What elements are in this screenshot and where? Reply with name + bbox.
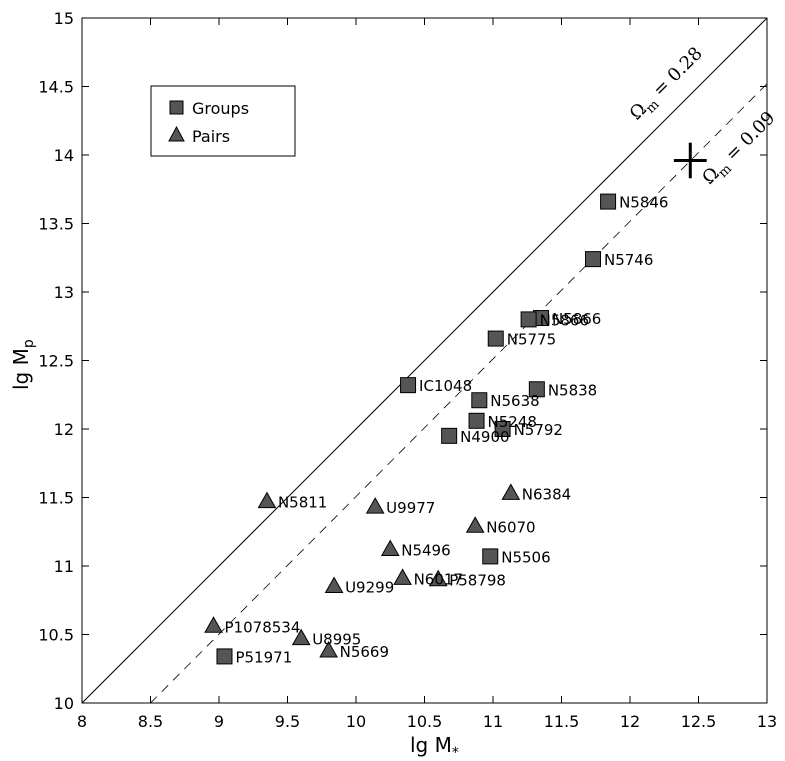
group-point (520, 311, 537, 328)
pair-point (365, 497, 385, 514)
x-tick-label: 9.5 (275, 712, 300, 731)
point-label: P1078534 (225, 618, 301, 636)
x-tick-label: 13 (757, 712, 777, 731)
pair-point (204, 616, 223, 633)
pair-point (291, 628, 311, 646)
legend-pairs-label: Pairs (192, 127, 230, 146)
y-tick-label: 12 (54, 420, 74, 439)
point-label: N5866 (552, 310, 601, 328)
legend-pairs-marker (168, 125, 185, 142)
group-point (400, 377, 417, 394)
group-point (487, 330, 504, 347)
pair-point (324, 576, 344, 594)
group-point (471, 392, 488, 409)
x-tick-label: 8 (77, 712, 87, 731)
pair-point (380, 539, 400, 557)
y-tick-label: 10 (54, 694, 74, 713)
y-tick-label: 14 (54, 146, 74, 165)
point-label: N5506 (501, 548, 550, 566)
pair-point (501, 483, 521, 500)
group-point (528, 381, 545, 398)
dashed-reference-line (150, 83, 767, 703)
point-label: N5846 (619, 194, 668, 212)
legend-box (150, 85, 296, 157)
group-point (468, 412, 485, 429)
group-point (482, 548, 499, 565)
point-label: U9299 (345, 579, 394, 597)
point-label: N6384 (522, 485, 571, 503)
x-tick-label: 10 (346, 712, 366, 731)
point-label: U8995 (312, 631, 361, 649)
point-label: N5866 (540, 311, 589, 329)
y-tick-label: 11.5 (38, 489, 74, 508)
solid-reference-line (82, 18, 767, 703)
group-point (216, 648, 233, 665)
y-axis-label: lg Mp (9, 339, 37, 390)
point-label: P58798 (449, 572, 506, 590)
point-label: N5496 (401, 542, 450, 560)
point-label: N6070 (486, 518, 535, 536)
point-label: N6017 (414, 570, 463, 588)
group-point (494, 421, 511, 437)
point-label: N5838 (548, 381, 597, 399)
group-point (441, 427, 458, 444)
y-tick-label: 10.5 (38, 626, 74, 645)
x-tick-label: 9 (214, 712, 224, 731)
x-axis-label: lg M* (410, 733, 459, 761)
pair-point (393, 568, 412, 585)
group-point (585, 251, 602, 268)
point-label: P51971 (235, 648, 292, 666)
point-label: N5792 (514, 421, 563, 439)
x-tick-label: 8.5 (138, 712, 163, 731)
point-label: N5638 (490, 392, 539, 410)
legend: Groups Pairs (150, 85, 296, 157)
point-label: N5669 (340, 643, 389, 661)
point-label: N5746 (604, 251, 653, 269)
point-label: N4900 (460, 428, 509, 446)
y-tick-label: 12.5 (38, 352, 74, 371)
y-tick-label: 11 (54, 557, 74, 576)
x-tick-label: 12 (620, 712, 640, 731)
point-label: N5775 (507, 331, 556, 349)
pair-point (257, 491, 277, 509)
y-tick-label: 13.5 (38, 215, 74, 234)
y-tick-label: 15 (54, 9, 74, 28)
x-tick-label: 10.5 (407, 712, 443, 731)
legend-groups-marker (169, 100, 184, 115)
point-label: U9977 (386, 499, 435, 517)
point-label: N5811 (278, 494, 327, 512)
y-tick-label: 13 (54, 283, 74, 302)
pair-point (319, 640, 338, 658)
y-tick-label: 14.5 (38, 78, 74, 97)
x-tick-label: 11.5 (544, 712, 580, 731)
x-tick-label: 11 (483, 712, 503, 731)
point-label: N5248 (488, 413, 537, 431)
legend-groups-label: Groups (192, 99, 249, 118)
group-point (600, 193, 617, 210)
pair-point (465, 516, 485, 533)
pair-point (428, 569, 448, 587)
point-label: IC1048 (419, 377, 472, 395)
x-tick-label: 12.5 (681, 712, 717, 731)
